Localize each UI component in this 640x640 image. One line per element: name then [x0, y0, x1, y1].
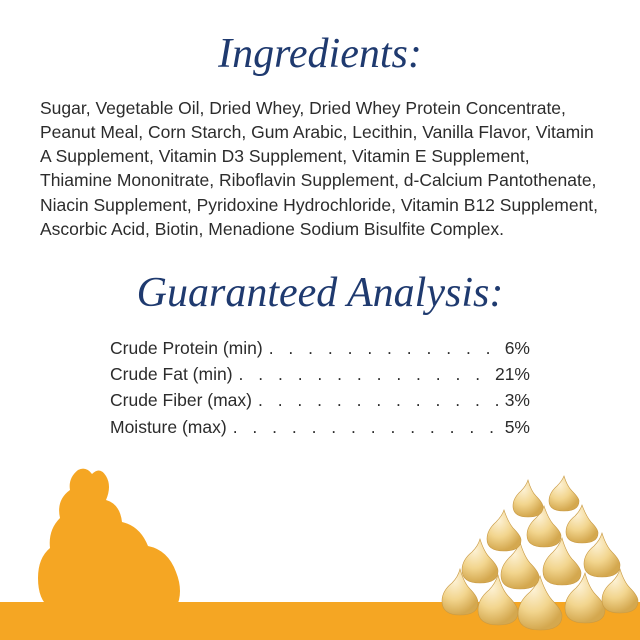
table-row: Crude Fat (min) . . . . . . . . . . . . …: [110, 361, 530, 387]
table-row: Crude Protein (min) . . . . . . . . . . …: [110, 335, 530, 361]
ingredients-body: Sugar, Vegetable Oil, Dried Whey, Dried …: [40, 96, 600, 241]
analysis-value: 3%: [505, 387, 530, 413]
analysis-label: Crude Fiber (max): [110, 387, 252, 413]
analysis-value: 5%: [505, 414, 530, 440]
analysis-value: 21%: [495, 361, 530, 387]
leader-dots: . . . . . . . . . . . . . . .: [227, 414, 505, 440]
analysis-heading: Guaranteed Analysis:: [40, 269, 600, 317]
table-row: Moisture (max) . . . . . . . . . . . . .…: [110, 414, 530, 440]
analysis-label: Crude Protein (min): [110, 335, 263, 361]
analysis-table: Crude Protein (min) . . . . . . . . . . …: [110, 335, 530, 440]
dog-silhouette-icon: [20, 460, 190, 640]
table-row: Crude Fiber (max) . . . . . . . . . . . …: [110, 387, 530, 413]
ingredients-heading: Ingredients:: [40, 30, 600, 78]
analysis-value: 6%: [505, 335, 530, 361]
analysis-label: Crude Fat (min): [110, 361, 233, 387]
leader-dots: . . . . . . . . . . . . . . .: [263, 335, 505, 361]
product-info-panel: Ingredients: Sugar, Vegetable Oil, Dried…: [0, 0, 640, 640]
leader-dots: . . . . . . . . . . . . . . .: [233, 361, 495, 387]
baking-chips-icon: [420, 465, 640, 640]
analysis-label: Moisture (max): [110, 414, 227, 440]
leader-dots: . . . . . . . . . . . . . . .: [252, 387, 505, 413]
